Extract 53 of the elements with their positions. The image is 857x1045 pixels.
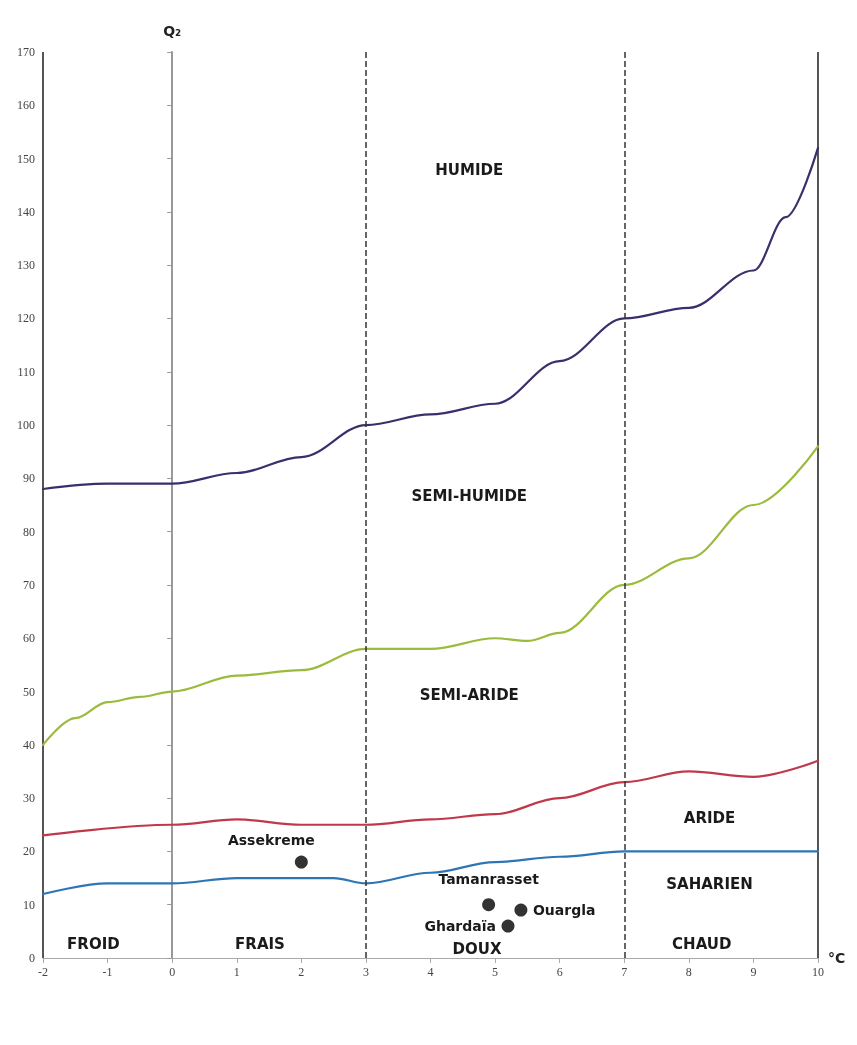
y-tick-label: 90 xyxy=(23,471,35,486)
annotation: Tamanrasset xyxy=(438,870,540,887)
y-tick-label: 110 xyxy=(17,364,35,379)
annotation: CHAUD xyxy=(672,935,732,954)
annotation: SAHARIEN xyxy=(666,874,753,893)
x-tick-label: -2 xyxy=(38,965,48,979)
annotation: HUMIDE xyxy=(435,160,504,179)
y-tick-label: 40 xyxy=(23,737,35,752)
x-axis-title: °C xyxy=(828,950,846,966)
x-tick-label: 8 xyxy=(685,965,692,979)
y-tick-label: 140 xyxy=(17,204,35,219)
y-tick-label: 10 xyxy=(23,897,35,912)
annotation: ARIDE xyxy=(683,808,736,827)
annotation: FRAIS xyxy=(235,935,285,954)
annotation: SEMI-HUMIDE xyxy=(411,486,528,505)
x-tick-label: 9 xyxy=(750,965,757,979)
x-tick-label: 0 xyxy=(169,965,176,979)
annotation: Ghardaïa xyxy=(424,918,496,935)
x-tick-label: 4 xyxy=(427,965,434,979)
point xyxy=(482,898,496,912)
x-tick-label: 1 xyxy=(233,965,240,979)
x-tick-label: 6 xyxy=(556,965,563,979)
y-tick-label: 150 xyxy=(17,151,35,166)
point xyxy=(294,855,308,869)
y-tick-label: 60 xyxy=(23,631,35,646)
point xyxy=(514,903,528,917)
line-series xyxy=(41,850,820,896)
annotation: Ouargla xyxy=(532,902,596,919)
y-tick-label: 160 xyxy=(17,98,35,113)
x-tick-label: 7 xyxy=(621,965,628,979)
y-tick-label: 80 xyxy=(23,524,35,539)
annotation: FROID xyxy=(67,935,120,954)
x-tick-label: 2 xyxy=(298,965,305,979)
y-tick-label: 30 xyxy=(23,791,35,806)
y-tick-label: 0 xyxy=(29,951,35,965)
x-tick-label: 5 xyxy=(492,965,499,979)
annotation: Assekreme xyxy=(227,832,315,849)
y-tick-label: 70 xyxy=(23,577,35,592)
x-tick-label: 10 xyxy=(812,965,824,979)
x-tick-label: 3 xyxy=(362,965,369,979)
y-tick-label: 20 xyxy=(23,844,35,859)
y-tick-label: 170 xyxy=(17,45,35,59)
annotation: DOUX xyxy=(452,939,502,958)
y-axis-title: Q₂ xyxy=(163,23,182,39)
y-tick-label: 120 xyxy=(17,311,35,326)
line-series xyxy=(41,146,820,491)
x-tick-label: -1 xyxy=(102,965,113,979)
y-tick-label: 100 xyxy=(17,418,35,433)
y-tick-label: 50 xyxy=(23,684,35,699)
annotation: SEMI-ARIDE xyxy=(419,686,519,705)
y-tick-label: 130 xyxy=(17,258,35,273)
line-series xyxy=(41,445,820,746)
point xyxy=(501,919,515,933)
